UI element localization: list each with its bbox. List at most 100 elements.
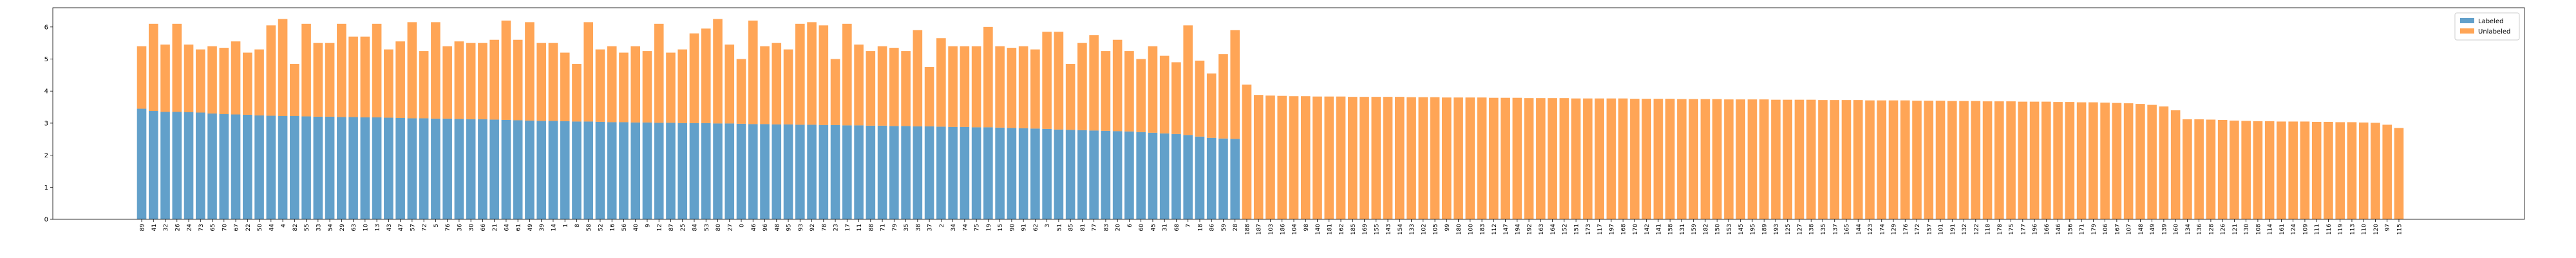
x-tick-label: 147 [1503, 224, 1510, 235]
bar-segment [713, 19, 723, 124]
x-tick-label: 60 [1139, 224, 1145, 232]
x-tick-label: 98 [1303, 224, 1310, 232]
x-tick-label: 100 [1468, 224, 1474, 235]
bar-segment [442, 118, 452, 219]
bar-segment [924, 126, 934, 219]
bar-segment [1112, 39, 1122, 132]
bar-segment [466, 119, 476, 219]
x-tick-label: 35 [904, 224, 910, 231]
x-tick-label: 39 [539, 224, 545, 232]
x-tick-label: 169 [1362, 224, 1368, 235]
axes-frame [52, 7, 2525, 220]
bar-segment [748, 20, 758, 124]
bar-segment [830, 124, 840, 219]
x-tick-label: 14 [551, 224, 557, 232]
bar-segment [1830, 100, 1840, 219]
x-tick-label: 37 [927, 224, 934, 231]
bar-segment [360, 117, 370, 219]
bar-segment [1501, 97, 1510, 219]
bar-segment [407, 118, 417, 219]
bar-segment [560, 52, 570, 121]
bar-segment [654, 123, 664, 219]
bar-segment [713, 123, 723, 219]
x-tick-label: 164 [1550, 224, 1557, 235]
x-tick-label: 143 [1386, 224, 1392, 235]
bar-segment [313, 43, 323, 117]
bar-segment [454, 41, 464, 119]
bar-segment [2230, 120, 2239, 219]
x-tick-label: 5 [433, 224, 440, 228]
bar-segment [2076, 102, 2087, 219]
bar-segment [1477, 97, 1487, 219]
bar-segment [1018, 46, 1028, 128]
bar-segment [2088, 102, 2098, 219]
x-tick-label: 108 [2255, 224, 2262, 235]
bar-segment [1077, 43, 1087, 130]
x-tick-label: 84 [692, 224, 698, 232]
bar-segment [1512, 97, 1522, 219]
bar-segment [1089, 35, 1099, 131]
x-tick-label: 106 [2103, 224, 2109, 235]
x-tick-label: 87 [668, 224, 675, 231]
x-tick-label: 72 [422, 224, 428, 231]
bar-segment [772, 124, 782, 219]
bar-segment [936, 38, 946, 127]
x-tick-label: 156 [2067, 224, 2074, 235]
x-tick-label: 50 [257, 224, 263, 232]
bar-segment [783, 49, 793, 124]
x-tick-label: 159 [1691, 224, 1698, 235]
bar-segment [619, 52, 629, 123]
x-tick-label: 157 [1926, 224, 1933, 235]
bar-segment [160, 45, 170, 112]
bar-segment [1736, 99, 1746, 219]
x-tick-label: 109 [2302, 224, 2309, 235]
bar-segment [1300, 96, 1311, 219]
bar-segment [384, 117, 393, 219]
x-tick-label: 112 [1492, 224, 1498, 235]
x-tick-label: 120 [2373, 224, 2380, 235]
x-tick-label: 79 [892, 224, 898, 232]
x-tick-label: 144 [1856, 224, 1862, 235]
bar-segment [1724, 99, 1734, 219]
y-tick-label: 4 [44, 88, 48, 95]
bar-segment [454, 119, 464, 219]
bar-segment [242, 114, 252, 219]
x-tick-label: 23 [833, 224, 840, 231]
bar-segment [2288, 121, 2298, 219]
bar-segment [2183, 119, 2192, 219]
bar-segment [936, 126, 946, 219]
x-tick-label: 128 [2208, 224, 2215, 235]
x-tick-label: 90 [1009, 224, 1016, 232]
x-tick-label: 132 [1962, 224, 1968, 235]
bar-segment [960, 46, 970, 127]
bar-segment [501, 119, 511, 219]
x-tick-label: 43 [386, 224, 393, 231]
bar-segment [901, 51, 911, 126]
bar-segment [1959, 101, 1969, 219]
bar-segment [1806, 99, 1816, 219]
x-tick-label: 180 [1456, 224, 1463, 235]
bar-segment [1841, 100, 1852, 219]
bar-segment [137, 46, 147, 109]
bar-segment [372, 23, 382, 117]
bar-segment [2029, 101, 2040, 219]
bar-segment [2006, 101, 2016, 219]
x-tick-label: 153 [1727, 224, 1733, 235]
bar-segment [701, 123, 711, 219]
bar-segment [489, 39, 499, 120]
bar-segment [207, 114, 217, 219]
bar-segment [560, 121, 570, 219]
bar-segment [1007, 128, 1017, 219]
x-tick-label: 102 [1421, 224, 1427, 235]
bar-segment [2053, 102, 2063, 219]
x-tick-label: 107 [2126, 224, 2133, 235]
x-tick-label: 46 [751, 224, 757, 232]
bar-segment [595, 49, 605, 122]
x-tick-label: 146 [2056, 224, 2062, 235]
bar-segment [760, 124, 770, 219]
x-tick-label: 187 [1256, 224, 1263, 235]
x-tick-label: 80 [715, 224, 722, 232]
bar-segment [877, 125, 887, 219]
x-tick-label: 182 [1703, 224, 1709, 235]
x-tick-label: 10 [363, 224, 369, 232]
